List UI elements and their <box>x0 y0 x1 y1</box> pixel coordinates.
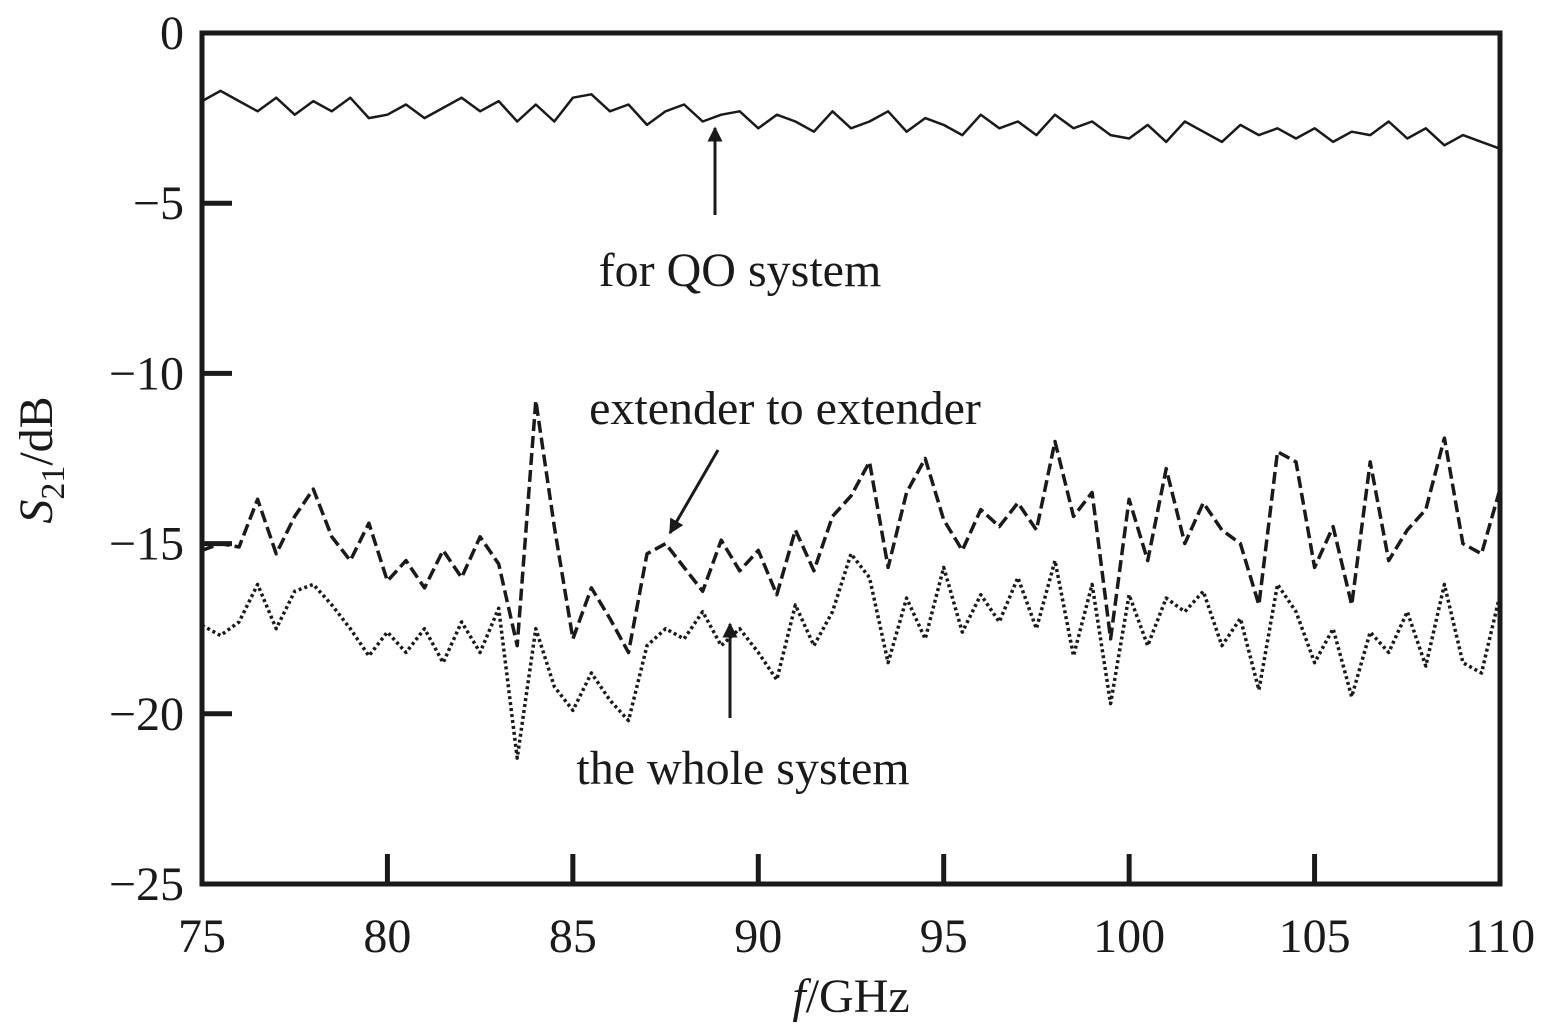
y-tick-label: −5 <box>133 177 184 230</box>
y-tick-label: −10 <box>109 347 184 400</box>
y-axis-label: S21/dB <box>10 396 72 523</box>
annotation: extender to extender <box>589 382 981 435</box>
x-tick-label: 90 <box>734 910 782 963</box>
y-label-symbol: S <box>10 500 63 524</box>
x-tick-label: 95 <box>920 910 968 963</box>
x-label-unit: /GHz <box>806 970 910 1023</box>
x-axis-label: f/GHz <box>792 970 909 1023</box>
x-tick-label: 80 <box>363 910 411 963</box>
plot-frame <box>199 30 1503 887</box>
y-label-subscript: 21 <box>35 466 72 500</box>
series-line <box>201 89 1501 150</box>
y-tick-label: 0 <box>160 7 184 60</box>
y-tick-label: −20 <box>109 688 184 741</box>
x-tick-label: 105 <box>1279 910 1351 963</box>
x-tick-label: 75 <box>178 910 226 963</box>
y-label-unit: /dB <box>10 396 63 465</box>
annotation: for QO system <box>599 244 882 297</box>
annotation-arrow <box>668 449 720 535</box>
x-tick-label: 85 <box>549 910 597 963</box>
series-line <box>201 552 1502 760</box>
x-tick-label: 110 <box>1465 910 1535 963</box>
y-tick-label: −25 <box>109 858 184 911</box>
x-tick-label: 100 <box>1093 910 1165 963</box>
annotation: the whole system <box>576 742 909 795</box>
y-tick-label: −15 <box>109 518 184 571</box>
series-line <box>201 398 1502 655</box>
